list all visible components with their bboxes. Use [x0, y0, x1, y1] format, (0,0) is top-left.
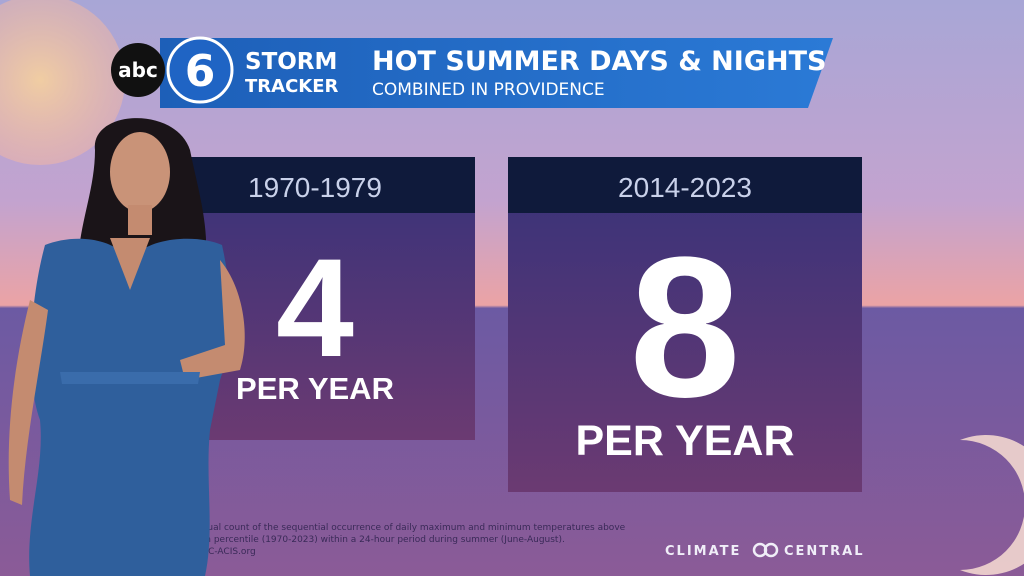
source-right: CENTRAL: [784, 544, 865, 559]
brand-top: STORM: [245, 49, 337, 75]
sun: [0, 0, 125, 165]
count: 4: [276, 229, 354, 386]
unit: PER YEAR: [236, 371, 394, 406]
period: 2014-2023: [618, 172, 752, 203]
subtitle: COMBINED IN PROVIDENCE: [372, 80, 605, 100]
panel: 1970-1979 4 PER YEAR: [190, 157, 475, 440]
brand-bottom: TRACKER: [245, 76, 339, 97]
title-bar: [160, 38, 833, 108]
abc-logo: [111, 43, 165, 97]
source-left: CLIMATE: [665, 544, 741, 559]
source-logo: [752, 542, 779, 558]
channel-logo: [166, 36, 234, 104]
footnote-line: nnual count of the sequential occurrence…: [196, 523, 626, 533]
channel: 6: [185, 46, 216, 97]
moon: [960, 435, 1024, 575]
panel-header: [190, 157, 475, 213]
title: HOT SUMMER DAYS & NIGHTS: [372, 46, 826, 77]
unit: PER YEAR: [575, 417, 794, 465]
network: abc: [118, 58, 158, 82]
period: 1970-1979: [248, 172, 382, 203]
panel-header: [508, 157, 862, 213]
count: 8: [629, 216, 740, 439]
footnote-line: 0th percentile (1970-2023) within a 24-h…: [196, 535, 565, 545]
footnote-line: RCC-ACIS.org: [196, 547, 256, 557]
panel: 2014-2023 8 PER YEAR: [508, 157, 862, 492]
presenter: [8, 118, 245, 576]
